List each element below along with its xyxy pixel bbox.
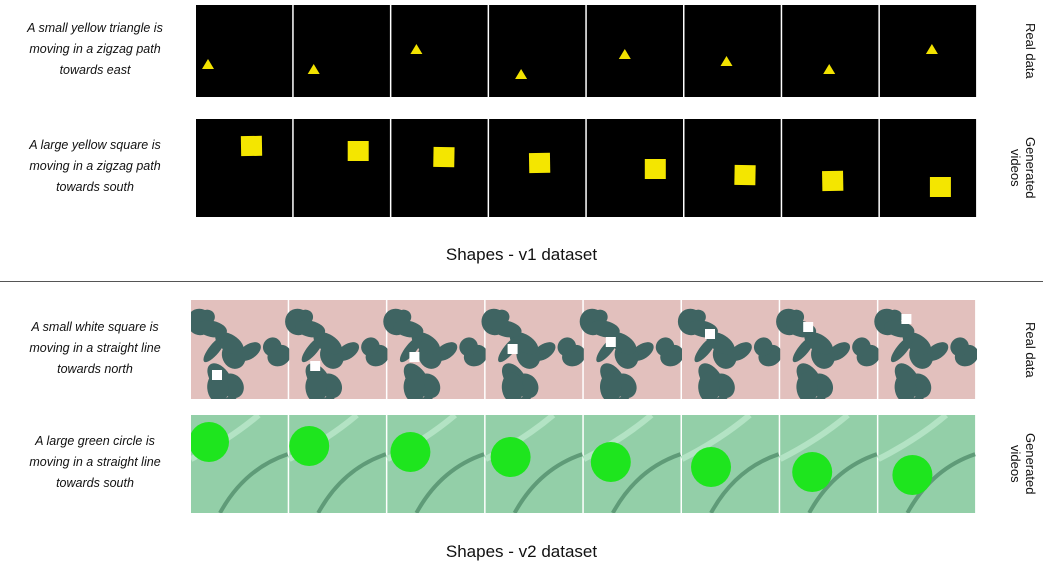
video-frame	[391, 119, 487, 217]
square	[508, 344, 518, 354]
circle	[892, 455, 932, 495]
frame-strip	[196, 119, 978, 217]
video-frame	[880, 5, 976, 97]
video-frame	[387, 415, 484, 513]
video-frame	[880, 119, 976, 217]
separator	[0, 281, 1043, 282]
caption-line: moving in a zigzag path	[0, 156, 190, 177]
video-frame	[587, 119, 683, 217]
square	[310, 361, 320, 371]
video-frame	[782, 119, 878, 217]
video-frame	[294, 119, 390, 217]
square	[930, 177, 951, 197]
video-frame	[584, 415, 681, 513]
video-frame	[196, 5, 292, 97]
frame-bg	[587, 119, 683, 217]
frame-bg	[294, 5, 390, 97]
caption-line: towards south	[0, 177, 190, 198]
video-frame	[486, 415, 583, 513]
video-frame	[685, 5, 781, 97]
square	[529, 153, 550, 173]
video-frame	[685, 119, 781, 217]
caption-line: towards east	[0, 60, 190, 81]
row-caption: A small white square ismoving in a strai…	[0, 317, 190, 380]
caption-line: moving in a straight line	[0, 338, 190, 359]
frame-bg	[196, 5, 292, 97]
frame-bg	[391, 5, 487, 97]
video-frame	[682, 415, 779, 513]
frame-strip	[196, 5, 978, 97]
video-frame	[674, 300, 786, 399]
video-frame	[772, 300, 884, 399]
frame-bg	[196, 119, 292, 217]
video-frame	[576, 300, 688, 399]
row-label: Real data	[1006, 300, 1038, 399]
video-frame	[780, 415, 877, 513]
caption-line: moving in a straight line	[0, 452, 190, 473]
video-frame	[289, 415, 386, 513]
caption-line: A small white square is	[0, 317, 190, 338]
video-frame	[782, 5, 878, 97]
frame-bg	[685, 119, 781, 217]
frame-bg	[489, 5, 585, 97]
video-frame	[294, 5, 390, 97]
dataset-title: Shapes - v1 dataset	[0, 245, 1043, 265]
frame-bg	[685, 5, 781, 97]
video-frame	[391, 5, 487, 97]
frame-bg	[880, 119, 976, 217]
square	[822, 171, 843, 191]
square	[348, 141, 369, 161]
square	[409, 352, 419, 362]
square	[212, 370, 222, 380]
square	[901, 314, 911, 324]
row-label: Generated videos	[1006, 119, 1038, 217]
video-frame	[191, 300, 295, 399]
circle	[390, 432, 430, 472]
frame-bg	[391, 119, 487, 217]
frame-bg	[294, 119, 390, 217]
dataset-title: Shapes - v2 dataset	[0, 542, 1043, 562]
circle	[691, 447, 731, 487]
caption-line: A large green circle is	[0, 431, 190, 452]
row-label: Real data	[1006, 5, 1038, 97]
video-frame	[587, 5, 683, 97]
video-frame	[191, 415, 288, 513]
caption-line: A large yellow square is	[0, 135, 190, 156]
video-frame	[878, 415, 975, 513]
video-frame	[281, 300, 393, 399]
video-frame	[489, 5, 585, 97]
frame-bg	[782, 119, 878, 217]
square	[803, 322, 813, 332]
circle	[491, 437, 531, 477]
frame-bg	[782, 5, 878, 97]
video-frame	[870, 300, 976, 399]
square	[241, 136, 262, 156]
frame-strip	[191, 415, 977, 513]
circle	[792, 452, 832, 492]
square	[645, 159, 666, 179]
square	[606, 337, 616, 347]
video-frame	[196, 119, 292, 217]
frame-bg	[587, 5, 683, 97]
square	[734, 165, 755, 185]
row-label: Generated videos	[1006, 415, 1038, 513]
square	[705, 329, 715, 339]
caption-line: towards south	[0, 473, 190, 494]
caption-line: towards north	[0, 359, 190, 380]
caption-line: A small yellow triangle is	[0, 18, 190, 39]
video-frame	[489, 119, 585, 217]
circle	[289, 426, 329, 466]
video-frame	[379, 300, 491, 399]
video-frame	[477, 300, 589, 399]
square	[433, 147, 454, 167]
frame-strip	[191, 300, 977, 399]
circle	[591, 442, 631, 482]
caption-line: moving in a zigzag path	[0, 39, 190, 60]
figure: A small yellow triangle ismoving in a zi…	[0, 0, 1043, 572]
